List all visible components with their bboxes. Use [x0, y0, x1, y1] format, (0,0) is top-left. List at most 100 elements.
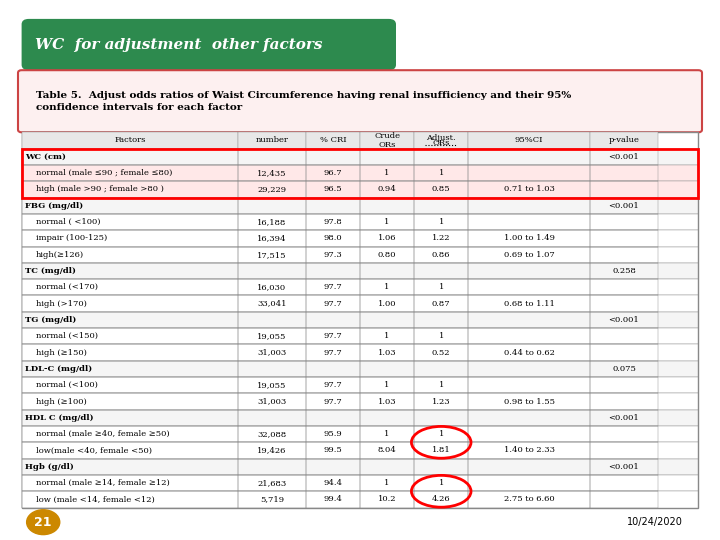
Text: 29,229: 29,229 — [258, 185, 287, 193]
Text: Hgb (g/dl): Hgb (g/dl) — [25, 463, 74, 471]
Text: WC  for adjustment  other factors: WC for adjustment other factors — [35, 38, 322, 52]
Text: 1: 1 — [384, 381, 390, 389]
Text: normal (<170): normal (<170) — [36, 284, 98, 291]
Text: p-value: p-value — [608, 137, 639, 145]
Text: 0.94: 0.94 — [378, 185, 397, 193]
Text: normal (<150): normal (<150) — [36, 332, 98, 340]
Text: number: number — [256, 137, 289, 145]
Text: high (male >90 ; female >80 ): high (male >90 ; female >80 ) — [36, 185, 164, 193]
Text: 1: 1 — [438, 169, 444, 177]
Text: 1.03: 1.03 — [378, 349, 397, 356]
Text: 97.3: 97.3 — [323, 251, 342, 259]
Text: 1: 1 — [438, 284, 444, 291]
Text: high (≥100): high (≥100) — [36, 397, 86, 406]
Text: 1: 1 — [438, 332, 444, 340]
Text: 0.98 to 1.55: 0.98 to 1.55 — [504, 397, 554, 406]
Text: 96.5: 96.5 — [323, 185, 342, 193]
Text: normal (<100): normal (<100) — [36, 381, 98, 389]
Text: 10/24/2020: 10/24/2020 — [627, 517, 683, 527]
Text: 32,088: 32,088 — [257, 430, 287, 438]
Text: % CRI: % CRI — [320, 137, 346, 145]
Text: 17,515: 17,515 — [257, 251, 287, 259]
Text: Crude
ORs: Crude ORs — [374, 132, 400, 150]
Text: 0.68 to 1.11: 0.68 to 1.11 — [504, 300, 554, 308]
Text: 1: 1 — [438, 381, 444, 389]
Text: 94.4: 94.4 — [323, 479, 343, 487]
Text: 98.0: 98.0 — [323, 234, 342, 242]
Text: 1.81: 1.81 — [432, 447, 451, 455]
Text: FBG (mg/dl): FBG (mg/dl) — [25, 202, 84, 210]
Text: 31,003: 31,003 — [257, 349, 287, 356]
Text: 0.80: 0.80 — [378, 251, 396, 259]
Text: 96.7: 96.7 — [323, 169, 342, 177]
Text: 0.52: 0.52 — [432, 349, 451, 356]
Text: 19,055: 19,055 — [257, 332, 287, 340]
Text: Adjust.: Adjust. — [426, 134, 456, 142]
Text: 33,041: 33,041 — [257, 300, 287, 308]
Text: 97.7: 97.7 — [323, 284, 342, 291]
Text: 1.03: 1.03 — [378, 397, 397, 406]
Text: 1: 1 — [438, 218, 444, 226]
Text: impair (100-125): impair (100-125) — [36, 234, 107, 242]
Text: normal ( <100): normal ( <100) — [36, 218, 101, 226]
Text: <0.001: <0.001 — [608, 202, 639, 210]
Text: low(male <40, female <50): low(male <40, female <50) — [36, 447, 152, 455]
Text: 97.7: 97.7 — [323, 381, 342, 389]
Text: 97.7: 97.7 — [323, 349, 342, 356]
Text: TG (mg/dl): TG (mg/dl) — [25, 316, 76, 324]
Text: low (male <14, female <12): low (male <14, female <12) — [36, 495, 155, 503]
Text: 1.00 to 1.49: 1.00 to 1.49 — [504, 234, 554, 242]
Text: 16,030: 16,030 — [258, 284, 287, 291]
Text: 19,426: 19,426 — [257, 447, 287, 455]
Text: 19,055: 19,055 — [257, 381, 287, 389]
Text: normal (male ≥40, female ≥50): normal (male ≥40, female ≥50) — [36, 430, 170, 438]
Text: 31,003: 31,003 — [257, 397, 287, 406]
Text: high(≥126): high(≥126) — [36, 251, 84, 259]
Text: 1: 1 — [384, 169, 390, 177]
Text: 1.06: 1.06 — [378, 234, 396, 242]
Text: 99.5: 99.5 — [323, 447, 342, 455]
Text: 97.7: 97.7 — [323, 300, 342, 308]
Text: Factors: Factors — [114, 137, 145, 145]
Text: 1.00: 1.00 — [378, 300, 396, 308]
Text: 1: 1 — [438, 479, 444, 487]
Text: high (>170): high (>170) — [36, 300, 87, 308]
Text: HDL C (mg/dl): HDL C (mg/dl) — [25, 414, 94, 422]
Text: 2.75 to 6.60: 2.75 to 6.60 — [504, 495, 554, 503]
Text: 0.075: 0.075 — [612, 365, 636, 373]
Text: 1.23: 1.23 — [432, 397, 451, 406]
Text: 1.40 to 2.33: 1.40 to 2.33 — [504, 447, 554, 455]
Text: 1: 1 — [438, 430, 444, 438]
Text: 21,683: 21,683 — [257, 479, 287, 487]
Text: <0.001: <0.001 — [608, 414, 639, 422]
Text: 0.87: 0.87 — [432, 300, 451, 308]
Text: normal (male ≤90 ; female ≤80): normal (male ≤90 ; female ≤80) — [36, 169, 172, 177]
Text: 97.7: 97.7 — [323, 332, 342, 340]
Text: 16,188: 16,188 — [257, 218, 287, 226]
Text: 0.44 to 0.62: 0.44 to 0.62 — [504, 349, 554, 356]
Text: <0.001: <0.001 — [608, 463, 639, 471]
Text: 8.04: 8.04 — [378, 447, 397, 455]
Text: 0.69 to 1.07: 0.69 to 1.07 — [504, 251, 554, 259]
Text: 97.7: 97.7 — [323, 397, 342, 406]
Text: 16,394: 16,394 — [257, 234, 287, 242]
Text: 0.86: 0.86 — [432, 251, 451, 259]
Text: WC (cm): WC (cm) — [25, 153, 66, 161]
Text: LDL-C (mg/dl): LDL-C (mg/dl) — [25, 365, 92, 373]
Text: Table 5.  Adjust odds ratios of Waist Circumference having renal insufficiency a: Table 5. Adjust odds ratios of Waist Cir… — [36, 91, 571, 112]
Text: <0.001: <0.001 — [608, 153, 639, 161]
Text: 4.26: 4.26 — [432, 495, 451, 503]
Text: 21: 21 — [35, 516, 52, 529]
Text: 0.85: 0.85 — [432, 185, 451, 193]
Text: 1: 1 — [384, 332, 390, 340]
Text: 0.71 to 1.03: 0.71 to 1.03 — [504, 185, 554, 193]
Text: 5,719: 5,719 — [260, 495, 284, 503]
Text: 1: 1 — [384, 284, 390, 291]
Text: 0.258: 0.258 — [612, 267, 636, 275]
Text: 1.22: 1.22 — [432, 234, 451, 242]
Text: normal (male ≥14, female ≥12): normal (male ≥14, female ≥12) — [36, 479, 170, 487]
Text: 12,435: 12,435 — [257, 169, 287, 177]
Text: high (≥150): high (≥150) — [36, 349, 87, 356]
Text: 1: 1 — [384, 479, 390, 487]
Text: 1: 1 — [384, 218, 390, 226]
